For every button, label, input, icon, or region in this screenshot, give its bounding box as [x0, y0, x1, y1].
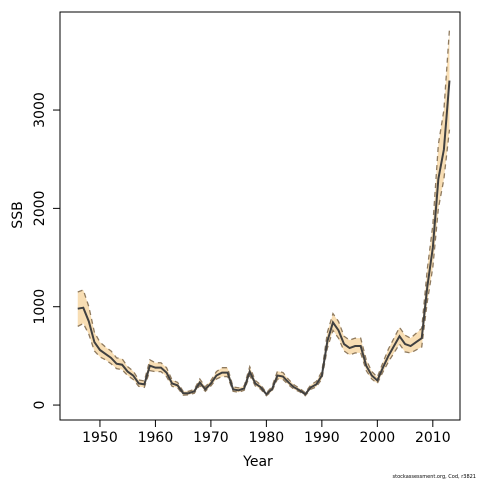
x-tick-label: 1950	[82, 430, 118, 446]
x-tick-label: 1990	[304, 430, 340, 446]
y-axis-title: SSB	[10, 201, 26, 228]
band-lower	[77, 129, 451, 397]
x-tick-label: 1970	[193, 430, 229, 446]
x-tick-label: 2000	[360, 430, 396, 446]
confidence-band	[77, 29, 450, 396]
footnote: stockassessment.org, Cod, r3821	[393, 474, 476, 480]
y-tick-label: 1000	[32, 289, 48, 325]
band-upper	[77, 29, 451, 394]
x-tick-label: 2010	[415, 430, 451, 446]
x-axis-title: Year	[242, 454, 273, 470]
plot-frame	[59, 11, 461, 421]
estimate-line	[77, 80, 451, 396]
y-tick-label: 0	[32, 401, 48, 410]
y-tick-label: 3000	[32, 92, 48, 128]
x-tick-label: 1960	[138, 430, 174, 446]
x-tick-label: 1980	[249, 430, 285, 446]
y-tick-label: 2000	[32, 191, 48, 227]
